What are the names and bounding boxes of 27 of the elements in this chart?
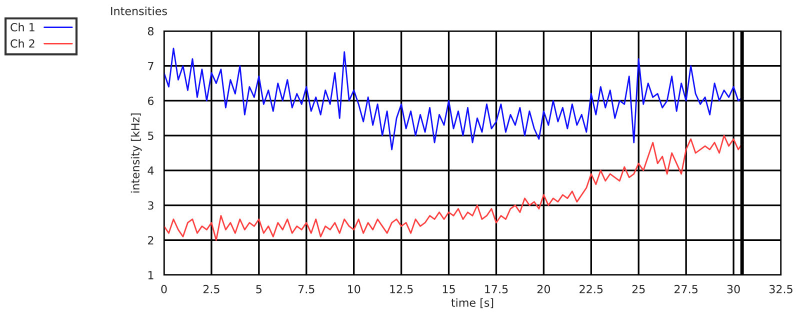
x-tick-label: 12.5 — [390, 284, 413, 294]
y-tick-label: 5 — [148, 132, 154, 140]
chart-title: Intensities — [111, 6, 167, 16]
x-tick-label: 25 — [632, 284, 645, 294]
x-tick-label: 10 — [348, 284, 360, 294]
y-tick-label: 6 — [148, 96, 154, 106]
x-tick-label: 2.5 — [203, 284, 220, 294]
x-tick-label: 0 — [161, 284, 167, 294]
y-tick-label: 2 — [148, 236, 154, 244]
y-tick-label: 4 — [148, 166, 154, 175]
legend-label: Ch 1 — [10, 22, 34, 32]
y-axis-title: intensity [kHz] — [130, 113, 142, 192]
x-tick-label: 7.5 — [298, 285, 314, 294]
legend-label: Ch 2 — [10, 39, 34, 48]
y-tick-label: 1 — [148, 271, 154, 280]
x-tick-label: 15 — [442, 285, 455, 294]
x-tick-label: 32.5 — [769, 284, 792, 294]
x-tick-label: 20 — [537, 284, 550, 294]
x-tick-label: 30 — [727, 284, 740, 294]
y-tick-label: 8 — [148, 26, 154, 36]
x-tick-label: 27.5 — [674, 284, 698, 294]
x-tick-label: 22.5 — [580, 284, 603, 294]
y-tick-label: 7 — [148, 62, 154, 70]
x-axis-title: time [s] — [451, 298, 494, 308]
y-tick-label: 3 — [148, 201, 154, 210]
x-tick-label: 17.5 — [485, 285, 508, 294]
x-tick-label: 5 — [256, 285, 262, 294]
